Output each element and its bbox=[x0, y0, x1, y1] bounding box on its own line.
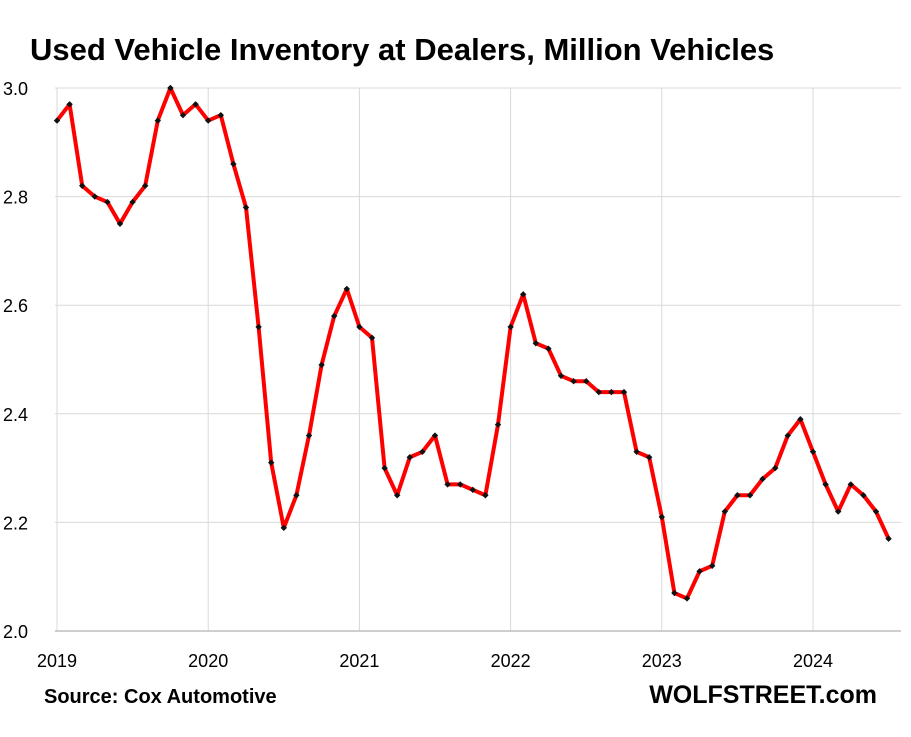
data-point bbox=[482, 492, 489, 499]
data-point bbox=[179, 111, 187, 119]
data-point bbox=[646, 454, 653, 461]
x-tick-label: 2023 bbox=[642, 651, 682, 671]
data-point bbox=[205, 117, 212, 124]
data-point bbox=[66, 101, 73, 108]
data-point bbox=[721, 508, 728, 515]
data-point bbox=[784, 432, 791, 439]
data-point bbox=[494, 421, 502, 428]
data-point bbox=[772, 464, 779, 472]
data-point bbox=[217, 111, 224, 119]
data-point bbox=[872, 508, 880, 515]
data-point bbox=[104, 198, 111, 206]
data-point bbox=[671, 589, 678, 597]
data-point bbox=[633, 448, 640, 456]
brand-label: WOLFSTREET.com bbox=[649, 681, 877, 709]
series-line bbox=[55, 86, 891, 601]
data-point bbox=[406, 454, 413, 461]
data-point bbox=[835, 508, 842, 515]
data-point bbox=[809, 448, 817, 456]
data-point bbox=[230, 160, 237, 168]
data-point bbox=[444, 481, 451, 488]
data-point bbox=[595, 388, 602, 396]
data-point bbox=[847, 481, 854, 488]
data-point bbox=[167, 84, 174, 92]
data-point bbox=[570, 378, 577, 385]
data-point bbox=[683, 595, 691, 602]
data-point bbox=[797, 416, 804, 423]
data-point bbox=[557, 372, 565, 379]
x-tick-label: 2022 bbox=[491, 651, 531, 671]
data-point bbox=[885, 535, 892, 542]
data-point bbox=[532, 340, 539, 347]
data-point bbox=[343, 285, 350, 293]
series-layer bbox=[53, 84, 892, 602]
data-point bbox=[520, 291, 527, 298]
y-tick-label: 3.0 bbox=[3, 79, 28, 99]
data-point bbox=[53, 117, 61, 124]
data-point bbox=[696, 568, 703, 575]
data-point bbox=[280, 524, 287, 532]
y-tick-label: 2.6 bbox=[3, 296, 28, 316]
data-point bbox=[583, 378, 590, 385]
data-point bbox=[860, 492, 867, 499]
y-tick-label: 2.8 bbox=[3, 188, 28, 208]
data-point bbox=[356, 323, 363, 331]
data-point bbox=[318, 361, 325, 369]
data-point bbox=[331, 312, 338, 320]
data-point bbox=[242, 204, 250, 211]
data-point bbox=[154, 117, 161, 124]
data-point bbox=[419, 448, 426, 456]
y-tick-label: 2.0 bbox=[3, 622, 28, 642]
data-point bbox=[469, 486, 476, 494]
data-point bbox=[709, 562, 716, 570]
data-point bbox=[192, 101, 199, 108]
data-point bbox=[293, 492, 300, 499]
x-tick-label: 2019 bbox=[37, 651, 77, 671]
data-point bbox=[507, 323, 514, 331]
data-point bbox=[305, 432, 313, 439]
data-point bbox=[759, 475, 766, 483]
data-point bbox=[142, 182, 149, 189]
tick-labels: 2.0 2.2 2.4 2.6 2.8 3.0 2019 2020 2021 2022 2023 20… bbox=[3, 79, 833, 671]
x-tick-label: 2020 bbox=[188, 651, 228, 671]
x-tick-label: 2024 bbox=[793, 651, 833, 671]
data-point bbox=[822, 481, 829, 488]
data-point bbox=[129, 198, 136, 206]
data-point bbox=[368, 334, 376, 341]
data-point bbox=[620, 388, 628, 396]
y-tick-label: 2.2 bbox=[3, 513, 28, 533]
data-point bbox=[79, 182, 86, 189]
data-point bbox=[381, 464, 388, 472]
data-point bbox=[608, 388, 615, 396]
y-tick-label: 2.4 bbox=[3, 405, 28, 425]
data-point bbox=[268, 459, 275, 466]
data-point bbox=[457, 481, 464, 488]
data-point bbox=[545, 345, 552, 352]
data-point bbox=[431, 432, 439, 439]
data-point bbox=[658, 513, 665, 521]
data-point bbox=[394, 492, 401, 499]
data-point bbox=[255, 323, 262, 331]
source-label: Source: Cox Automotive bbox=[44, 686, 277, 708]
grid-lines bbox=[55, 87, 901, 631]
data-point bbox=[91, 193, 98, 200]
chart-title: Used Vehicle Inventory at Dealers, Milli… bbox=[30, 32, 774, 67]
x-tick-label: 2021 bbox=[339, 651, 379, 671]
data-point bbox=[734, 492, 741, 499]
data-point bbox=[746, 492, 754, 499]
data-point bbox=[116, 220, 124, 227]
